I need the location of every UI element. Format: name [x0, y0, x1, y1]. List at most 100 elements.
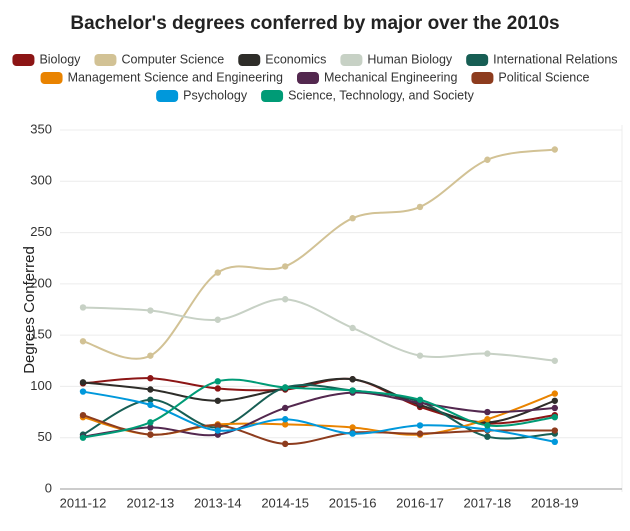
- data-point: [349, 376, 356, 383]
- data-point: [349, 215, 356, 222]
- data-point: [282, 384, 289, 391]
- data-point: [79, 338, 87, 345]
- y-tick-label: 200: [30, 275, 52, 290]
- series-line: [82, 414, 555, 445]
- y-tick-label: 150: [30, 327, 52, 342]
- legend-swatch: [471, 72, 494, 84]
- series-line: [82, 148, 555, 360]
- data-point: [282, 440, 289, 448]
- legend-item: Management Science and Engineering: [40, 70, 283, 84]
- data-point: [214, 316, 221, 323]
- data-point: [416, 352, 424, 359]
- data-point: [416, 430, 424, 437]
- series-line: [82, 378, 555, 439]
- x-tick-label: 2018-19: [531, 495, 579, 510]
- y-tick-label: 300: [30, 173, 52, 188]
- legend-item: International Relations: [466, 52, 618, 66]
- legend-item: Economics: [238, 52, 326, 66]
- data-point: [214, 397, 221, 404]
- data-point: [214, 378, 221, 385]
- data-point: [349, 430, 356, 437]
- y-tick-label: 100: [30, 378, 52, 393]
- data-point: [349, 424, 356, 431]
- data-point: [79, 304, 87, 311]
- data-point: [147, 307, 154, 314]
- y-tick-label: 250: [30, 224, 52, 239]
- data-point: [551, 427, 558, 434]
- x-tick-label: 2015-16: [329, 495, 377, 510]
- series-line: [82, 298, 555, 362]
- data-point: [214, 269, 221, 276]
- legend-label: Science, Technology, and Society: [288, 88, 475, 102]
- data-point: [147, 375, 154, 382]
- legend-swatch: [466, 54, 489, 66]
- data-point: [551, 146, 558, 153]
- legend-swatch: [297, 72, 319, 84]
- data-point: [551, 357, 558, 364]
- legend-swatch: [340, 54, 363, 66]
- data-point: [484, 350, 491, 357]
- x-tick-label: 2011-12: [60, 495, 107, 510]
- data-point: [551, 438, 558, 446]
- legend-item: Psychology: [156, 88, 248, 102]
- series-line: [82, 391, 555, 438]
- data-point: [551, 404, 558, 412]
- y-tick-label: 50: [38, 429, 52, 444]
- data-point: [551, 390, 558, 397]
- data-point: [147, 386, 154, 393]
- data-point: [484, 433, 491, 440]
- x-tick-label: 2012-13: [127, 495, 175, 510]
- data-point: [282, 421, 289, 428]
- legend-label: Human Biology: [367, 52, 453, 66]
- data-point: [349, 324, 356, 332]
- legend-label: Biology: [39, 52, 81, 66]
- legend-item: Science, Technology, and Society: [261, 88, 475, 102]
- legend-swatch: [94, 54, 117, 66]
- x-tick-label: 2017-18: [464, 495, 512, 510]
- legend-label: Psychology: [183, 88, 248, 102]
- data-point: [147, 352, 154, 359]
- legend-label: International Relations: [493, 52, 617, 66]
- data-point: [214, 427, 221, 434]
- data-point: [79, 434, 87, 441]
- x-tick-label: 2014-15: [261, 495, 309, 510]
- legend-swatch: [261, 90, 284, 102]
- legend-item: Biology: [12, 52, 81, 66]
- legend-label: Mechanical Engineering: [324, 70, 457, 84]
- chart-title: Bachelor's degrees conferred by major ov…: [70, 13, 559, 34]
- legend-label: Political Science: [498, 70, 589, 84]
- data-point: [79, 379, 87, 386]
- data-point: [282, 263, 289, 270]
- legend-swatch: [40, 72, 63, 84]
- data-point: [214, 385, 221, 392]
- legend-item: Computer Science: [94, 52, 224, 66]
- series-line: [82, 390, 555, 443]
- data-point: [79, 411, 87, 419]
- data-point: [79, 388, 87, 395]
- data-point: [551, 414, 558, 421]
- data-point: [416, 203, 424, 211]
- data-point: [147, 396, 154, 403]
- legend-swatch: [156, 90, 179, 102]
- data-point: [484, 156, 491, 163]
- data-point: [147, 419, 154, 426]
- data-point: [416, 422, 424, 429]
- legend-label: Computer Science: [121, 52, 224, 66]
- legend-item: Human Biology: [340, 52, 453, 66]
- data-point: [484, 422, 491, 429]
- data-point: [282, 296, 289, 303]
- data-point: [147, 401, 154, 409]
- data-point: [349, 387, 356, 394]
- data-point: [282, 416, 289, 423]
- y-axis-label: Degrees Conferred: [21, 246, 38, 374]
- legend-label: Management Science and Engineering: [68, 70, 283, 84]
- x-tick-label: 2013-14: [194, 495, 242, 510]
- data-point: [484, 408, 491, 416]
- legend-label: Economics: [265, 52, 326, 66]
- data-point: [147, 424, 154, 431]
- data-point: [416, 396, 424, 403]
- data-point: [551, 397, 558, 404]
- data-point: [214, 422, 221, 429]
- data-point: [147, 431, 154, 438]
